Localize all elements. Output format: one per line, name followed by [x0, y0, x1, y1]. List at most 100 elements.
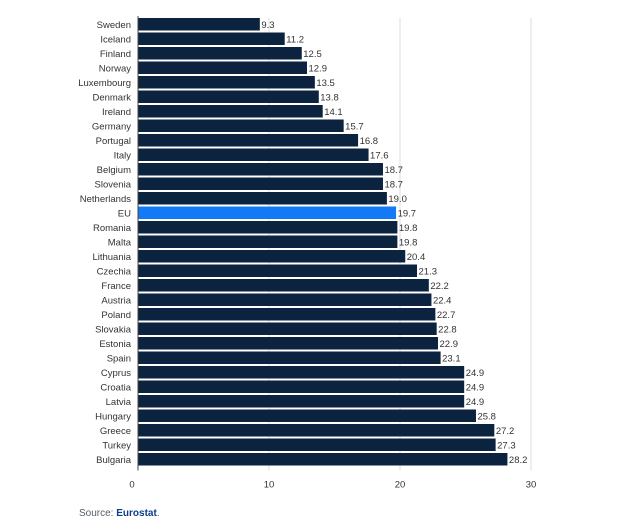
- bar[interactable]: [138, 322, 437, 336]
- category-label: Croatia: [100, 382, 131, 393]
- value-label: 19.0: [388, 194, 407, 205]
- value-label: 9.3: [261, 20, 274, 31]
- bar[interactable]: [138, 308, 436, 321]
- value-label: 19.8: [399, 237, 418, 248]
- bar[interactable]: [138, 453, 508, 466]
- value-label: 27.3: [497, 440, 516, 451]
- value-label: 17.6: [370, 150, 389, 161]
- bar[interactable]: [138, 366, 465, 379]
- bar[interactable]: [138, 192, 387, 205]
- value-label: 22.7: [437, 310, 456, 321]
- source-note: Source: Eurostat.: [79, 508, 160, 519]
- category-label: Ireland: [102, 107, 131, 118]
- value-label: 19.8: [399, 223, 418, 234]
- category-label: Spain: [107, 353, 131, 364]
- value-label: 21.3: [419, 266, 438, 277]
- bar[interactable]: [138, 250, 406, 263]
- category-label: Belgium: [97, 165, 131, 176]
- bar[interactable]: [138, 148, 369, 162]
- category-label: Slovakia: [95, 324, 132, 335]
- value-label: 18.7: [384, 179, 403, 190]
- category-label: Bulgaria: [96, 455, 132, 466]
- category-label: Sweden: [97, 20, 131, 31]
- value-label: 18.7: [384, 165, 403, 176]
- bar[interactable]: [138, 61, 307, 75]
- category-label: Portugal: [96, 136, 131, 147]
- category-label: France: [101, 281, 131, 292]
- category-label: Cyprus: [101, 368, 131, 379]
- value-label: 22.2: [430, 281, 449, 292]
- source-link[interactable]: Eurostat: [116, 508, 157, 519]
- category-label: EU: [118, 208, 131, 219]
- value-label: 20.4: [407, 252, 426, 263]
- bar[interactable]: [138, 380, 465, 394]
- bar[interactable]: [138, 337, 438, 350]
- category-label: Netherlands: [80, 194, 131, 205]
- category-label: Germany: [92, 121, 131, 132]
- category-label: Hungary: [95, 411, 131, 422]
- category-label: Denmark: [92, 92, 131, 103]
- category-label: Slovenia: [95, 179, 132, 190]
- value-label: 19.7: [398, 208, 417, 219]
- bar[interactable]: [138, 424, 495, 437]
- value-label: 25.8: [477, 411, 496, 422]
- bar[interactable]: [138, 18, 260, 31]
- value-label: 13.5: [316, 78, 335, 89]
- category-label: Poland: [101, 310, 131, 321]
- value-label: 15.7: [345, 121, 364, 132]
- value-label: 12.9: [308, 63, 327, 74]
- x-tick-label: 30: [526, 480, 537, 491]
- bar[interactable]: [138, 47, 302, 60]
- value-label: 22.4: [433, 295, 452, 306]
- bar[interactable]: [138, 235, 398, 249]
- bar[interactable]: [138, 409, 476, 423]
- category-label: Iceland: [100, 34, 131, 45]
- bar[interactable]: [138, 119, 344, 133]
- category-label: Czechia: [97, 266, 132, 277]
- value-label: 11.2: [286, 34, 304, 45]
- bar[interactable]: [138, 279, 429, 292]
- value-label: 27.2: [496, 426, 515, 437]
- value-label: 22.9: [439, 339, 458, 350]
- bar[interactable]: [138, 293, 432, 307]
- category-label: Malta: [108, 237, 132, 248]
- bar[interactable]: [138, 105, 323, 118]
- category-label: Norway: [99, 63, 131, 74]
- source-prefix: Source:: [79, 508, 117, 519]
- bar[interactable]: [138, 221, 398, 234]
- x-tick-label: 10: [264, 480, 275, 491]
- x-tick-label: 0: [129, 480, 134, 491]
- value-label: 24.9: [466, 368, 485, 379]
- category-label: Italy: [114, 150, 132, 161]
- bar[interactable]: [138, 134, 359, 147]
- bar[interactable]: [138, 206, 397, 220]
- bar[interactable]: [138, 90, 319, 104]
- value-label: 24.9: [466, 397, 485, 408]
- value-label: 13.8: [320, 92, 339, 103]
- category-label: Finland: [100, 49, 131, 60]
- bar[interactable]: [138, 177, 383, 191]
- value-label: 24.9: [466, 382, 485, 393]
- category-label: Estonia: [99, 339, 131, 350]
- value-label: 23.1: [442, 353, 461, 364]
- bar[interactable]: [138, 76, 315, 89]
- x-tick-label: 20: [395, 480, 406, 491]
- value-label: 14.1: [324, 107, 343, 118]
- value-label: 12.5: [303, 49, 322, 60]
- bar[interactable]: [138, 351, 441, 365]
- category-label: Romania: [93, 223, 132, 234]
- value-label: 16.8: [360, 136, 379, 147]
- category-label: Turkey: [102, 440, 131, 451]
- category-label: Lithuania: [92, 252, 131, 263]
- bar[interactable]: [138, 264, 418, 278]
- value-label: 28.2: [509, 455, 528, 466]
- bar[interactable]: [138, 395, 465, 408]
- bar[interactable]: [138, 438, 496, 452]
- value-label: 22.8: [438, 324, 457, 335]
- bar[interactable]: [138, 32, 285, 46]
- category-label: Greece: [100, 426, 131, 437]
- category-label: Luxembourg: [78, 78, 131, 89]
- category-label: Latvia: [106, 397, 132, 408]
- bar[interactable]: [138, 163, 383, 176]
